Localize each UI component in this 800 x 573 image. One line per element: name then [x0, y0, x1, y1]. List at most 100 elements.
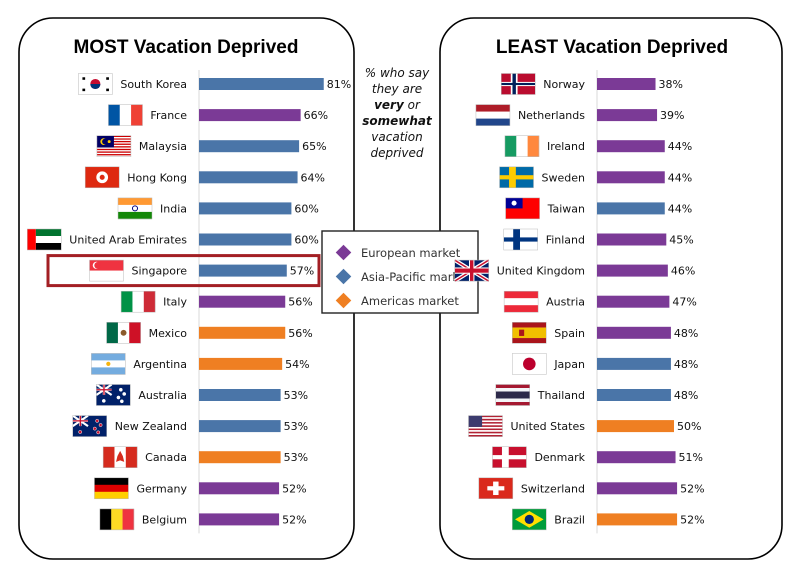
least-bar: [597, 451, 676, 464]
most-category-label: Belgium: [142, 513, 187, 526]
most-panel-frame: [18, 17, 355, 560]
least-category-label: Netherlands: [518, 109, 585, 122]
most-value-label: 52%: [282, 482, 306, 495]
note-line-6: deprived: [371, 146, 424, 160]
legend-label-americas: Americas market: [361, 294, 459, 308]
least-category-label: Brazil: [554, 513, 585, 526]
least-bar: [597, 78, 656, 90]
most-value-label: 57%: [290, 265, 314, 278]
legend-label-european: European market: [361, 246, 461, 260]
most-category-label: Hong Kong: [127, 171, 187, 184]
most-row: 60% India: [117, 197, 319, 220]
least-value-label: 45%: [669, 234, 693, 247]
least-value-label: 52%: [680, 513, 704, 526]
least-row: 44% Sweden: [499, 166, 692, 189]
flag-ie-icon: [504, 135, 540, 157]
flag-au-icon: [95, 383, 131, 406]
most-row: 65% Malaysia: [96, 135, 327, 157]
least-bar: [597, 171, 665, 184]
most-category-label: South Korea: [120, 78, 187, 91]
flag-th-icon: [495, 384, 530, 406]
most-row: 56% Mexico: [106, 322, 313, 344]
least-bar: [597, 420, 674, 433]
most-value-label: 52%: [282, 513, 306, 526]
most-bar: [199, 202, 292, 215]
most-category-label: France: [150, 109, 187, 122]
note-line-5: vacation: [371, 130, 422, 144]
least-category-label: Switzerland: [521, 482, 585, 495]
most-bar: [199, 389, 281, 401]
least-row: 48% Spain: [512, 322, 698, 344]
least-value-label: 44%: [668, 202, 692, 215]
least-bar: [597, 264, 668, 277]
most-row: 53% Australia: [95, 383, 308, 406]
least-bar: [597, 295, 670, 308]
least-category-label: Austria: [546, 296, 585, 309]
most-row: 81% South Korea: [78, 73, 351, 95]
most-category-label: New Zealand: [115, 420, 187, 433]
least-row: 46% United Kingdom: [453, 258, 695, 283]
most-value-label: 64%: [301, 171, 325, 184]
flag-in-icon: [117, 197, 153, 220]
most-value-label: 56%: [288, 296, 312, 309]
legend-label-asia-pacific: Asia-Pacific market: [361, 270, 471, 284]
least-bar: [597, 202, 665, 215]
least-value-label: 52%: [680, 482, 704, 495]
least-row: 39% Netherlands: [475, 104, 685, 126]
most-row: 60% United Arab Emirates: [27, 228, 319, 251]
least-value-label: 44%: [668, 140, 692, 153]
least-row: 52% Brazil: [512, 508, 705, 531]
least-panel-title: LEAST Vacation Deprived: [496, 37, 728, 58]
most-value-label: 65%: [302, 140, 326, 153]
flag-ae-icon: [27, 228, 62, 251]
flag-nl-icon: [475, 104, 511, 126]
least-value-label: 38%: [659, 78, 683, 91]
most-value-label: 53%: [284, 389, 308, 402]
least-value-label: 50%: [677, 420, 701, 433]
least-value-label: 46%: [671, 265, 695, 278]
least-value-label: 39%: [660, 109, 684, 122]
most-row: 64% Hong Kong: [84, 166, 325, 189]
least-category-label: Norway: [543, 78, 585, 91]
least-row: 52% Switzerland: [478, 477, 705, 500]
most-bar: [199, 326, 286, 339]
least-row: 44% Taiwan: [505, 197, 692, 220]
least-category-label: Ireland: [547, 140, 585, 153]
most-category-label: Singapore: [132, 265, 188, 278]
most-bar: [199, 78, 324, 90]
most-panel-title: MOST Vacation Deprived: [74, 37, 299, 58]
most-category-label: Canada: [145, 451, 187, 464]
least-category-label: Denmark: [534, 451, 585, 464]
least-value-label: 47%: [672, 296, 696, 309]
least-category-label: Sweden: [542, 171, 585, 184]
least-row: 47% Austria: [503, 290, 697, 313]
flag-it-icon: [120, 290, 156, 313]
most-category-label: Mexico: [149, 327, 188, 340]
flag-fr-icon: [108, 104, 143, 126]
least-category-label: Thailand: [537, 389, 585, 402]
least-value-label: 48%: [674, 358, 698, 371]
least-value-label: 48%: [674, 389, 698, 402]
most-bar: [199, 513, 280, 526]
most-category-label: Italy: [163, 296, 187, 309]
flag-fi-icon: [503, 228, 538, 251]
least-category-label: Spain: [554, 327, 585, 340]
note-line-3: very or: [374, 98, 421, 112]
most-value-label: 60%: [294, 202, 318, 215]
most-category-label: Germany: [136, 482, 187, 495]
most-category-label: Argentina: [133, 358, 187, 371]
most-value-label: 53%: [284, 420, 308, 433]
flag-de-icon: [94, 477, 129, 500]
least-category-label: Finland: [546, 234, 585, 247]
least-category-label: United Kingdom: [497, 265, 585, 278]
flag-jp-icon: [512, 353, 547, 375]
flag-sg-icon: [89, 259, 124, 282]
flag-br-icon: [512, 508, 547, 531]
flag-ar-icon: [91, 353, 126, 375]
most-row: 56% Italy: [120, 290, 313, 313]
least-bar: [597, 389, 671, 401]
flag-tw-icon: [505, 197, 540, 220]
least-row: 38% Norway: [501, 73, 683, 95]
flag-us-icon: [468, 415, 503, 437]
